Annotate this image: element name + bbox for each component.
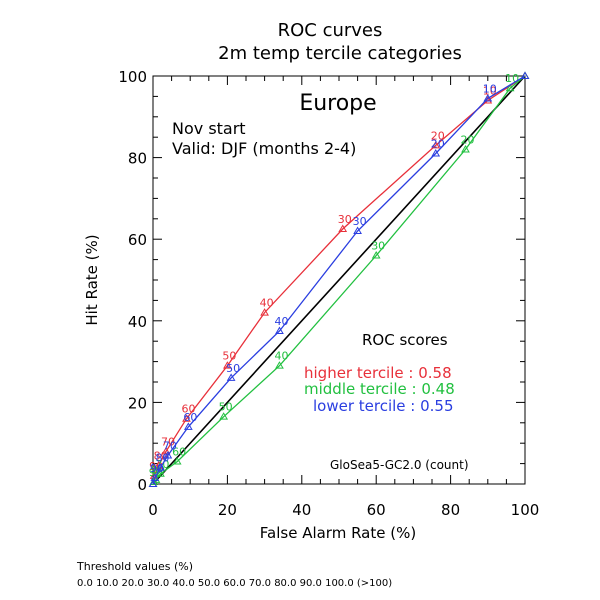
x-tick-label: 80	[441, 501, 460, 519]
threshold-label-lower-tercile: 30	[353, 215, 367, 228]
roc-point-lower-tercile	[226, 373, 236, 381]
roc-point-lower-tercile	[156, 463, 165, 471]
roc-point-higher-tercile	[260, 308, 269, 316]
roc-point-middle-tercile	[172, 457, 182, 465]
threshold-label-higher-tercile: 30	[338, 213, 352, 226]
roc-point-middle-tercile	[461, 144, 470, 153]
x-tick-label: 40	[292, 501, 311, 519]
roc-point-lower-tercile	[183, 422, 193, 430]
threshold-label-lower-tercile: 20	[431, 138, 445, 151]
threshold-label-middle-tercile: 20	[460, 133, 474, 146]
roc-point-lower-tercile	[148, 479, 158, 487]
threshold-label-higher-tercile: 10	[483, 84, 497, 97]
chart-title: ROC curves	[278, 20, 383, 41]
threshold-label-higher-tercile: 20	[431, 129, 445, 142]
threshold-label-middle-tercile: 50	[219, 401, 233, 414]
roc-point-lower-tercile	[483, 93, 493, 102]
roc-point-lower-tercile	[431, 149, 441, 157]
roc-point-lower-tercile	[353, 226, 362, 235]
threshold-label-middle-tercile: 60	[172, 446, 186, 459]
roc-curves: 1020304050607080901020304050607080901020…	[148, 71, 530, 487]
x-tick-label: 20	[218, 501, 237, 519]
roc-point-higher-tercile	[338, 224, 348, 232]
x-tick-label: 60	[367, 501, 386, 519]
threshold-label-higher-tercile: 70	[161, 435, 175, 448]
y-tick-label: 0	[137, 476, 147, 494]
threshold-label-lower-tercile: 90	[150, 462, 164, 475]
region-label: Europe	[299, 91, 376, 116]
threshold-label-higher-tercile: 50	[222, 350, 236, 363]
valid-label: Valid: DJF (months 2-4)	[172, 139, 356, 158]
threshold-label-lower-tercile: 50	[226, 362, 240, 375]
x-axis-label: False Alarm Rate (%)	[260, 524, 416, 542]
y-axis-label: Hit Rate (%)	[83, 234, 101, 325]
roc-point-middle-tercile	[505, 83, 515, 92]
roc-point-lower-tercile	[520, 71, 530, 79]
roc-point-higher-tercile	[223, 361, 232, 369]
threshold-label-lower-tercile: 10	[483, 82, 497, 95]
legend-title: ROC scores	[362, 331, 448, 349]
roc-point-higher-tercile	[161, 446, 171, 455]
roc-point-higher-tercile	[182, 414, 191, 422]
threshold-values: 0.0 10.0 20.0 30.0 40.0 50.0 60.0 70.0 8…	[77, 578, 393, 589]
threshold-label-lower-tercile: 40	[274, 315, 288, 328]
roc-point-higher-tercile	[431, 140, 441, 149]
roc-point-lower-tercile	[150, 473, 160, 481]
threshold-label-higher-tercile: 60	[181, 403, 195, 416]
threshold-label-lower-tercile: 80	[155, 452, 169, 465]
y-tick-label: 100	[118, 68, 147, 86]
roc-point-middle-tercile	[275, 361, 284, 369]
x-tick-label: 0	[148, 501, 158, 519]
threshold-label-higher-tercile: 40	[260, 297, 274, 310]
no-skill-diagonal	[152, 75, 526, 485]
roc-point-lower-tercile	[163, 450, 173, 459]
y-tick-label: 60	[128, 231, 147, 249]
start-label: Nov start	[172, 119, 246, 138]
y-tick-label: 40	[128, 313, 147, 331]
legend-lower-tercile: lower tercile : 0.55	[313, 397, 454, 415]
threshold-label-middle-tercile: 30	[371, 240, 385, 253]
chart-subtitle: 2m temp tercile categories	[218, 43, 462, 64]
y-tick-label: 20	[128, 394, 147, 412]
threshold-label-middle-tercile: 40	[274, 350, 288, 363]
model-label: GloSea5-GC2.0 (count)	[330, 458, 469, 472]
y-tick-label: 80	[128, 150, 147, 168]
x-tick-label: 100	[511, 501, 540, 519]
legend-higher-tercile: higher tercile : 0.58	[304, 364, 452, 382]
roc-point-middle-tercile	[219, 412, 229, 420]
roc-point-lower-tercile	[275, 326, 284, 334]
roc-point-middle-tercile	[156, 469, 165, 477]
roc-point-middle-tercile	[371, 251, 381, 259]
threshold-label-higher-tercile: 80	[154, 450, 168, 463]
threshold-title: Threshold values (%)	[77, 560, 194, 573]
threshold-label-lower-tercile: 70	[163, 439, 177, 452]
roc-line-lower-tercile	[152, 75, 526, 485]
legend-middle-tercile: middle tercile : 0.48	[304, 380, 455, 398]
threshold-label-lower-tercile: 60	[183, 411, 197, 424]
